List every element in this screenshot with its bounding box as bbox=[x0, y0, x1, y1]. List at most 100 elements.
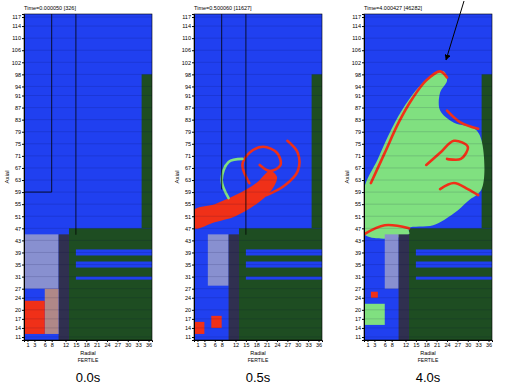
tick-label: 1 bbox=[26, 342, 29, 348]
grid-line bbox=[194, 216, 322, 217]
y-tick: 63 bbox=[185, 177, 194, 183]
tick-mark bbox=[362, 289, 364, 290]
tick-label: 94 bbox=[15, 84, 21, 90]
tick-mark bbox=[192, 156, 194, 157]
tick-label: 17 bbox=[15, 316, 21, 322]
tick-label: 14 bbox=[15, 325, 21, 331]
x-tick: 30 bbox=[295, 340, 301, 348]
tick-label: 1 bbox=[366, 342, 369, 348]
cell-region bbox=[246, 277, 322, 280]
tick-label: 83 bbox=[185, 117, 191, 123]
y-tick: 14 bbox=[185, 325, 194, 331]
tick-mark bbox=[22, 337, 24, 338]
y-tick: 55 bbox=[185, 201, 194, 207]
tick-mark bbox=[192, 289, 194, 290]
plot-frame bbox=[194, 14, 322, 340]
tick-mark bbox=[22, 277, 24, 278]
tick-mark bbox=[22, 289, 24, 290]
tick-mark bbox=[362, 144, 364, 145]
tick-label: 59 bbox=[355, 189, 361, 195]
annotation: FERTILE bbox=[248, 357, 269, 363]
y-tick: 98 bbox=[15, 72, 24, 78]
grid-line bbox=[194, 50, 322, 51]
tick-label: 106 bbox=[352, 47, 361, 53]
tick-mark bbox=[362, 86, 364, 87]
y-tick: 59 bbox=[185, 189, 194, 195]
tick-label: 6 bbox=[214, 342, 217, 348]
tick-mark bbox=[362, 26, 364, 27]
tick-label: 71 bbox=[15, 153, 21, 159]
tick-label: 12 bbox=[403, 342, 409, 348]
y-tick: 47 bbox=[185, 226, 194, 232]
grid-line bbox=[194, 288, 322, 289]
y-tick: 51 bbox=[15, 214, 24, 220]
tick-mark bbox=[22, 310, 24, 311]
tick-label: 91 bbox=[185, 93, 191, 99]
tick-mark bbox=[362, 74, 364, 75]
panel-title: Time=0.500060 [11627] bbox=[194, 5, 252, 11]
grid-line bbox=[364, 74, 492, 75]
y-tick: 11 bbox=[185, 334, 194, 340]
tick-mark bbox=[362, 228, 364, 229]
y-tick: 79 bbox=[185, 129, 194, 135]
plot-frame bbox=[24, 14, 152, 340]
grid-line bbox=[24, 180, 152, 181]
y-tick: 75 bbox=[15, 141, 24, 147]
tick-mark bbox=[362, 17, 364, 18]
x-tick: 21 bbox=[264, 340, 270, 348]
tick-label: 102 bbox=[182, 60, 191, 66]
y-tick: 11 bbox=[355, 334, 364, 340]
tick-label: 24 bbox=[444, 342, 450, 348]
grid-line bbox=[24, 119, 152, 120]
y-tick: 55 bbox=[15, 201, 24, 207]
cell-region bbox=[385, 234, 399, 288]
grid-line bbox=[364, 288, 492, 289]
y-tick: 63 bbox=[15, 177, 24, 183]
tick-label: 24 bbox=[185, 295, 191, 301]
tick-label: 114 bbox=[12, 23, 21, 29]
grid-line bbox=[194, 327, 322, 328]
tick-label: 18 bbox=[254, 342, 260, 348]
y-tick: 67 bbox=[15, 165, 24, 171]
cell-region bbox=[399, 234, 409, 340]
grid-line bbox=[24, 264, 152, 265]
tick-mark bbox=[362, 265, 364, 266]
y-tick: 59 bbox=[15, 189, 24, 195]
tick-mark bbox=[192, 192, 194, 193]
x-tick: 6 bbox=[384, 340, 387, 348]
tick-mark bbox=[192, 216, 194, 217]
tick-label: 63 bbox=[185, 177, 191, 183]
tick-label: 21 bbox=[94, 342, 100, 348]
x-axis: 1368121518212427303336 bbox=[365, 340, 493, 348]
x-tick: 3 bbox=[33, 340, 36, 348]
plume-area bbox=[364, 71, 484, 239]
grid-line bbox=[194, 143, 322, 144]
y-tick: 87 bbox=[185, 105, 194, 111]
y-tick: 27 bbox=[355, 286, 364, 292]
grid-line bbox=[24, 95, 152, 96]
tick-label: 21 bbox=[434, 342, 440, 348]
grid-line bbox=[24, 216, 152, 217]
x-tick: 3 bbox=[203, 340, 206, 348]
y-tick: 91 bbox=[355, 93, 364, 99]
y-tick: 79 bbox=[355, 129, 364, 135]
plume-area bbox=[194, 171, 277, 229]
grid-line bbox=[364, 95, 492, 96]
y-tick: 39 bbox=[355, 250, 364, 256]
tick-label: 8 bbox=[391, 342, 394, 348]
grid-line bbox=[364, 62, 492, 63]
tick-label: 91 bbox=[15, 93, 21, 99]
y-tick: 91 bbox=[185, 93, 194, 99]
axis-title: Radial bbox=[420, 350, 436, 356]
cell-region bbox=[24, 14, 152, 340]
grid-line bbox=[364, 180, 492, 181]
cell-region bbox=[24, 234, 59, 288]
grid-line bbox=[194, 309, 322, 310]
cell-region bbox=[211, 316, 221, 328]
tick-label: 43 bbox=[185, 238, 191, 244]
x-tick: 15 bbox=[413, 340, 419, 348]
tick-mark bbox=[362, 192, 364, 193]
tick-label: 59 bbox=[15, 189, 21, 195]
tick-label: 3 bbox=[33, 342, 36, 348]
grid-line bbox=[24, 167, 152, 168]
